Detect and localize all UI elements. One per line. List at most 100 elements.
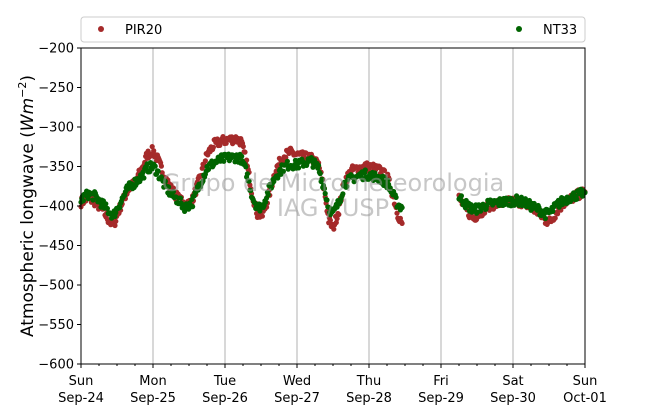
x-tick-label-day: Fri — [433, 374, 449, 389]
data-point — [394, 210, 400, 216]
data-point — [268, 185, 274, 191]
data-point — [333, 219, 339, 226]
data-point — [155, 168, 161, 174]
y-tick-label: −400 — [38, 200, 74, 215]
x-tick-label-date: Sep-25 — [130, 391, 176, 406]
legend: PIR20 NT33 — [80, 16, 586, 43]
data-point — [555, 211, 561, 217]
legend-label-nt33: NT33 — [543, 23, 577, 38]
data-point — [113, 218, 119, 224]
data-point — [324, 197, 330, 203]
data-point — [178, 195, 184, 201]
x-tick-label-day: Sun — [573, 374, 598, 389]
data-point — [162, 178, 168, 184]
data-point — [151, 148, 157, 154]
data-point — [113, 210, 119, 216]
data-point — [331, 226, 337, 232]
x-tick-label-date: Sep-29 — [418, 391, 464, 406]
data-point — [244, 171, 250, 177]
x-tick-label-day: Sun — [69, 374, 94, 389]
data-point — [319, 176, 325, 182]
watermark-line-1: Grupo de Micrometeorologia — [162, 169, 504, 197]
y-axis-title-close: ) — [18, 75, 38, 82]
x-tick-label-day: Thu — [356, 374, 381, 389]
data-point — [200, 178, 206, 184]
data-point — [284, 158, 290, 164]
x-tick-label-day: Sat — [502, 374, 523, 389]
data-point — [243, 164, 249, 170]
x-axis: Sun Sep-24 Mon Sep-25 Tue Sep-26 Wed Sep-27 Thu S… — [58, 364, 607, 406]
data-point — [362, 167, 368, 173]
x-tick-label-day: Wed — [283, 374, 311, 389]
data-point — [158, 163, 164, 169]
x-tick-label-date: Sep-26 — [202, 391, 248, 406]
data-point — [80, 198, 86, 204]
data-point — [202, 158, 208, 164]
data-point — [104, 205, 110, 212]
x-tick-label-date: Sep-30 — [490, 391, 536, 406]
legend-label-pir20: PIR20 — [125, 23, 162, 38]
y-axis-title-exponent: −2 — [16, 82, 29, 98]
watermark-line-2: IAG / USP — [277, 194, 389, 222]
y-tick-label: −450 — [38, 239, 74, 254]
data-point — [90, 197, 96, 203]
data-point — [112, 222, 118, 229]
legend-marker-nt33 — [516, 26, 522, 32]
data-point — [336, 211, 342, 218]
y-axis: −200 −250 −300 −350 −400 −450 −500 −550 −600 — [38, 42, 81, 373]
x-tick-label-date: Oct-01 — [563, 391, 607, 406]
data-point — [265, 192, 271, 198]
y-tick-label: −500 — [38, 279, 74, 294]
data-point — [321, 186, 327, 192]
x-tick-label-day: Tue — [213, 374, 236, 389]
y-axis-title: Atmospheric longwave (Wm−2) — [16, 75, 38, 337]
y-tick-label: −350 — [38, 160, 74, 175]
data-point — [542, 210, 548, 217]
data-point — [149, 144, 155, 150]
data-point — [159, 170, 165, 176]
data-point — [190, 204, 196, 210]
data-point — [259, 213, 265, 219]
data-point — [221, 158, 227, 164]
data-point — [263, 199, 269, 205]
data-point — [550, 208, 556, 214]
data-point — [257, 208, 263, 214]
data-point — [327, 217, 333, 223]
data-point — [117, 205, 123, 211]
data-points — [78, 134, 588, 232]
data-point — [248, 188, 254, 194]
data-point — [210, 144, 216, 150]
data-point — [399, 205, 405, 211]
y-axis-title-unit: Wm — [18, 98, 38, 131]
data-point — [85, 196, 91, 202]
y-tick-label: −600 — [38, 358, 74, 373]
data-point — [574, 196, 580, 202]
data-point — [239, 153, 245, 159]
data-point — [141, 175, 147, 181]
data-point — [322, 190, 328, 197]
data-point — [152, 163, 158, 169]
data-point — [393, 194, 399, 200]
data-point — [316, 162, 322, 169]
data-point — [317, 171, 323, 177]
y-tick-label: −550 — [38, 318, 74, 333]
data-point — [240, 143, 246, 150]
y-tick-label: −300 — [38, 121, 74, 136]
data-point — [372, 170, 378, 176]
data-point — [280, 168, 286, 174]
data-point — [387, 185, 393, 191]
data-point — [381, 167, 388, 174]
data-point — [399, 220, 405, 226]
data-point — [542, 215, 549, 222]
y-tick-label: −250 — [38, 81, 74, 96]
x-tick-label-day: Mon — [139, 374, 166, 389]
x-tick-label-date: Sep-27 — [274, 391, 320, 406]
legend-box — [80, 16, 586, 43]
x-tick-label-date: Sep-24 — [58, 391, 104, 406]
data-point — [103, 201, 109, 207]
series-nt33 — [78, 151, 588, 222]
y-tick-label: −200 — [38, 42, 74, 57]
data-point — [344, 183, 350, 189]
watermark: Grupo de Micrometeorologia IAG / USP — [162, 169, 504, 222]
